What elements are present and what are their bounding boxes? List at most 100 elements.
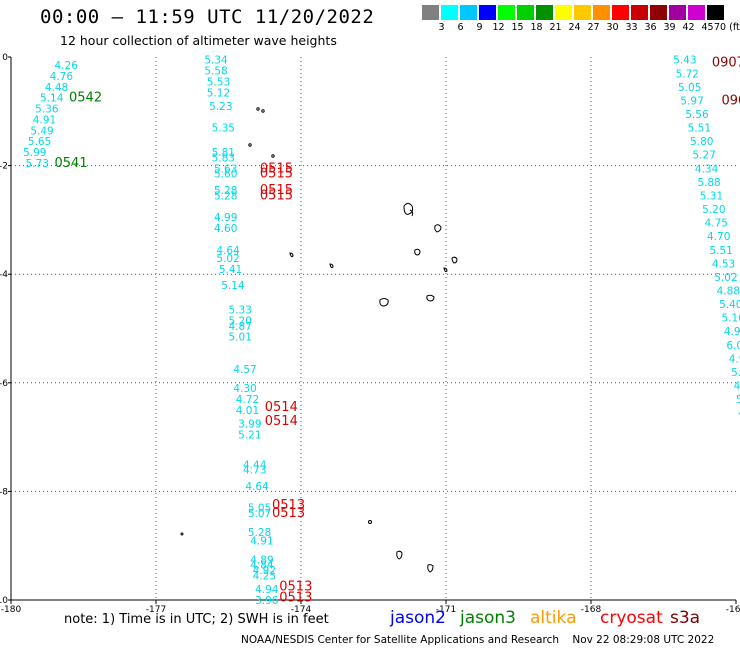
wave-height-label: 0513: [272, 498, 305, 513]
color-scale-label: 33: [625, 22, 638, 33]
wave-height-label: 4.72: [236, 394, 259, 406]
color-swatch: [498, 5, 515, 20]
color-scale-label: 36: [644, 22, 657, 33]
island-outline: [379, 298, 389, 307]
color-swatch: [612, 5, 629, 20]
wave-height-label: 3.99: [238, 419, 261, 431]
y-tick-label: -2: [0, 162, 8, 172]
wave-height-label: 5.07: [248, 508, 271, 520]
wave-height-label: 5.65: [28, 136, 51, 148]
wave-height-label: 4.73: [243, 465, 266, 477]
wave-height-label: 0542: [69, 91, 102, 106]
wave-height-label: 4.26: [55, 60, 79, 72]
color-scale-label: 39: [663, 22, 676, 33]
wave-height-label: 4.70: [707, 231, 730, 243]
wave-height-label: 0515: [260, 183, 293, 198]
wave-height-label: 5.12: [207, 87, 230, 99]
wave-height-label: 5.27: [693, 150, 716, 162]
island-outline: [427, 564, 434, 573]
wave-height-label: 4.60: [214, 223, 237, 235]
wave-height-label: 5.56: [685, 109, 709, 121]
wave-height-label: 4.76: [50, 71, 74, 83]
wave-height-label: 0514: [265, 400, 298, 415]
island-outline: [329, 263, 334, 269]
y-tick-label: 0: [2, 53, 8, 63]
x-tick-label: -165: [726, 605, 740, 615]
wave-height-label: 5.14: [221, 280, 245, 292]
wave-height-label: 5.31: [700, 190, 723, 202]
wave-height-label: 4.34: [695, 163, 719, 175]
island-dot: [256, 107, 260, 111]
island-dot: [368, 520, 372, 524]
color-scale-label: 18: [530, 22, 543, 33]
island-dot: [261, 109, 265, 113]
color-scale-label: 15: [511, 22, 524, 33]
island-dot: [248, 143, 252, 147]
wave-height-label: 5.28: [214, 185, 237, 197]
wave-height-label: 6.04: [726, 340, 740, 352]
color-swatch: [574, 5, 591, 20]
wave-height-label: 4.30: [233, 383, 256, 395]
wave-height-label: 5.02: [216, 253, 239, 265]
wave-height-label: 5.23: [209, 101, 232, 113]
wave-height-label: 5.02: [714, 272, 737, 284]
island-outline: [414, 248, 421, 256]
island-dot: [271, 154, 275, 158]
wave-height-label: 5.09: [731, 367, 740, 379]
wave-height-label: 4.87: [229, 321, 252, 333]
wave-height-label: 0513: [272, 506, 305, 521]
color-swatch: [441, 5, 458, 20]
mission-label-s3a: s3a: [670, 608, 701, 628]
wave-height-label: 5.14: [40, 93, 64, 105]
island-outline: [289, 252, 294, 258]
color-scale-label: 6: [457, 22, 464, 33]
wave-height-label: 5.36: [35, 104, 59, 116]
wave-height-label: 4.99: [738, 408, 740, 420]
wave-height-label: 5.60: [214, 169, 237, 181]
wave-height-label: 0515: [260, 161, 293, 176]
color-swatch: [669, 5, 686, 20]
data-labels: 4.264.764.485.145.364.915.495.655.995.73…: [23, 55, 740, 607]
island-outline: [426, 294, 435, 302]
color-scale-label: 70 (ft): [714, 22, 740, 33]
wave-height-label: 5.33: [229, 304, 252, 316]
wave-height-label: 0515: [260, 188, 293, 203]
wave-height-label: 4.44: [243, 459, 267, 471]
wave-height-label: 4.97: [724, 326, 740, 338]
wave-height-label: 5.43: [673, 55, 696, 67]
wave-height-label: 5.28: [248, 527, 271, 539]
wave-height-label: 3.96: [255, 595, 279, 607]
chart-title: 00:00 – 11:59 UTC 11/20/2022: [40, 6, 375, 28]
x-tick-label: -174: [291, 605, 312, 615]
wave-height-label: 5.83: [212, 152, 235, 164]
wave-height-label: 4.92: [253, 565, 276, 577]
wave-height-label: 5.34: [736, 394, 740, 406]
wave-height-label: 0513: [279, 590, 312, 605]
wave-height-label: 5.28: [214, 190, 237, 202]
y-tick-label: -6: [0, 379, 8, 389]
wave-height-label: 5.40: [719, 299, 740, 311]
wave-height-label: 0513: [279, 579, 312, 594]
coastlines: [180, 107, 458, 573]
wave-height-label: 5.99: [23, 147, 46, 159]
y-tick-label: -8: [0, 487, 8, 497]
island-outline: [403, 203, 414, 217]
island-outline: [451, 256, 458, 264]
wave-height-label: 5.81: [212, 147, 235, 159]
wave-height-label: 5.72: [676, 68, 699, 80]
wave-height-label: 5.10: [722, 313, 740, 325]
color-swatch: [631, 5, 648, 20]
color-scale-label: 9: [476, 22, 483, 33]
color-swatch: [422, 5, 439, 20]
wave-height-label: 0907: [712, 55, 740, 70]
wave-height-label: 0541: [55, 156, 88, 171]
color-scale-label: 42: [682, 22, 695, 33]
wave-height-label: 5.58: [204, 66, 227, 78]
x-tick-label: -177: [146, 605, 166, 615]
wave-height-label: 5.21: [238, 429, 261, 441]
x-tick-label: -180: [1, 605, 22, 615]
credit-line: NOAA/NESDIS Center for Satellite Applica…: [241, 634, 715, 646]
wave-height-label: 4.57: [233, 364, 256, 376]
island-outline: [396, 550, 403, 560]
